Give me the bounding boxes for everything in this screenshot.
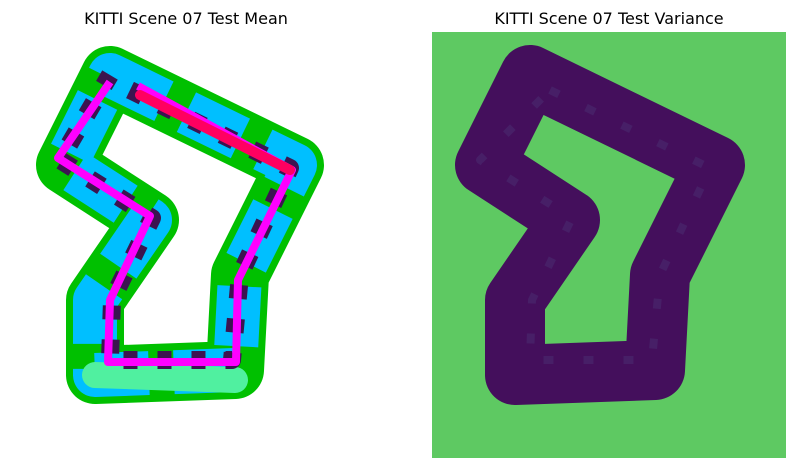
variance-map <box>432 32 786 458</box>
panel-title: KITTI Scene 07 Test Variance <box>494 9 723 28</box>
panel-title: KITTI Scene 07 Test Mean <box>84 9 288 28</box>
mean-map <box>36 46 324 404</box>
